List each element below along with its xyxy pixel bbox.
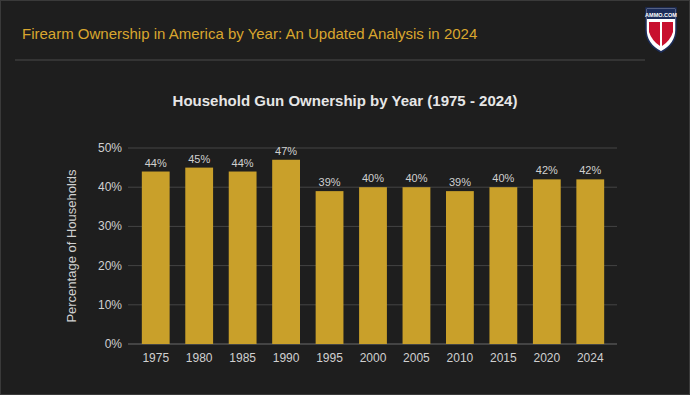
grid-line (128, 148, 617, 149)
x-tick-label: 2015 (490, 351, 517, 365)
bar (489, 187, 517, 344)
logo-text: AMMO.COM (645, 12, 677, 18)
y-tick-label: 10% (98, 298, 122, 312)
y-tick-label: 30% (98, 219, 122, 233)
bars (142, 160, 604, 344)
data-label: 44% (145, 157, 167, 169)
y-tick-label: 0% (105, 337, 123, 351)
x-tick-label: 1985 (229, 351, 256, 365)
data-label: 39% (319, 176, 341, 188)
logo-red (649, 22, 660, 46)
x-tick-label: 2020 (533, 351, 560, 365)
data-label: 40% (492, 172, 514, 184)
page-title: Firearm Ownership in America by Year: An… (22, 25, 477, 42)
bar (576, 179, 604, 344)
data-label: 42% (579, 164, 601, 176)
x-tick-label: 2010 (447, 351, 474, 365)
data-label: 40% (405, 172, 427, 184)
bar (533, 179, 561, 344)
chart-canvas: Firearm Ownership in America by Year: An… (0, 0, 690, 395)
data-label: 45% (188, 153, 210, 165)
x-tick-label: 1990 (273, 351, 300, 365)
bar (403, 187, 431, 344)
bar (229, 172, 257, 344)
y-tick-label: 20% (98, 259, 122, 273)
bar (359, 187, 387, 344)
chart-title: Household Gun Ownership by Year (1975 - … (173, 92, 518, 109)
logo: AMMO.COM (645, 8, 677, 52)
bar (272, 160, 300, 344)
data-label: 42% (536, 164, 558, 176)
data-label: 40% (362, 172, 384, 184)
header-separator (15, 60, 645, 61)
data-label: 47% (275, 145, 297, 157)
background (1, 1, 690, 395)
y-tick-label: 50% (98, 141, 122, 155)
bar (185, 168, 213, 344)
x-tick-label: 1995 (316, 351, 343, 365)
bar (446, 191, 474, 344)
data-label: 44% (232, 157, 254, 169)
bar (316, 191, 344, 344)
x-tick-label: 2024 (577, 351, 604, 365)
y-axis-label: Percentage of Households (64, 169, 79, 323)
x-tick-label: 1975 (142, 351, 169, 365)
bar (142, 172, 170, 344)
grid (128, 148, 617, 344)
x-tick-label: 2000 (360, 351, 387, 365)
y-tick-label: 40% (98, 180, 122, 194)
x-tick-label: 2005 (403, 351, 430, 365)
x-tick-label: 1980 (186, 351, 213, 365)
data-label: 39% (449, 176, 471, 188)
logo-red (662, 22, 673, 46)
